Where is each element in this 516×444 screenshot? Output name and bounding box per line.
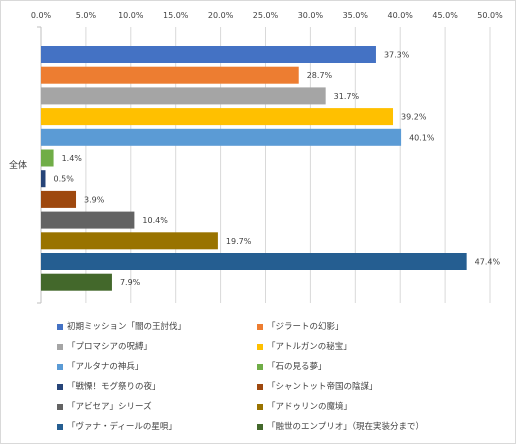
legend-label: 「アトルガンの秘宝」 (267, 342, 352, 352)
bar (41, 273, 112, 291)
legend-swatch (257, 384, 263, 390)
legend-item: 「アビセア」シリーズ (57, 399, 257, 415)
legend-swatch (57, 364, 63, 370)
legend-swatch (57, 324, 63, 330)
x-tick-label: 20.0% (208, 11, 234, 20)
data-label: 1.4% (62, 154, 83, 163)
data-label: 10.4% (142, 216, 168, 225)
legend-item: 「戦慄！モグ祭りの夜」 (57, 379, 257, 395)
x-tick-label: 35.0% (343, 11, 369, 20)
legend-label: 「プロマシアの呪縛」 (67, 342, 153, 352)
bar (41, 149, 54, 167)
bar (41, 170, 46, 188)
x-tick-label: 0.0% (31, 11, 52, 20)
legend-swatch (57, 344, 63, 350)
legend-swatch (257, 364, 263, 370)
x-tick-label: 10.0% (118, 11, 144, 20)
bar (41, 211, 135, 229)
legend-item: 「ヴァナ・ディールの星唄」 (57, 419, 257, 435)
data-label: 28.7% (307, 71, 333, 80)
legend-swatch (57, 404, 63, 410)
legend-item: 初期ミッション「闇の王討伐」 (57, 319, 257, 335)
bar (41, 253, 467, 270)
data-label: 19.7% (226, 237, 252, 246)
category-label: 全体 (9, 159, 27, 171)
legend-label: 「アルタナの神兵」 (67, 362, 144, 372)
legend-label: 「ジラートの幻影」 (267, 322, 344, 332)
bar (41, 46, 376, 63)
legend-label: 「石の見る夢」 (267, 362, 327, 372)
legend-swatch (57, 384, 63, 390)
bar (41, 87, 326, 105)
legend-label: 初期ミッション「闇の王討伐」 (67, 322, 187, 332)
legend: 初期ミッション「闇の王討伐」 「ジラートの幻影」「プロマシアの呪縛」 「アトルガンの… (57, 319, 507, 435)
data-label: 31.7% (334, 92, 360, 101)
bar (41, 108, 394, 126)
x-tick-label: 30.0% (298, 11, 324, 20)
legend-item: 「ジラートの幻影」 (257, 319, 507, 335)
data-label: 39.2% (401, 113, 427, 122)
legend-swatch (257, 324, 263, 330)
legend-swatch (257, 344, 263, 350)
x-tick-label: 15.0% (163, 11, 189, 20)
legend-item: 「石の見る夢」 (257, 359, 507, 375)
legend-item: 「アトルガンの秘宝」 (257, 339, 507, 355)
legend-item: 「シャントット帝国の陰謀」 (257, 379, 507, 395)
bar (41, 128, 402, 146)
legend-item: 「アルタナの神兵」 (57, 359, 257, 375)
legend-swatch (57, 424, 63, 430)
legend-item: 「プロマシアの呪縛」 (57, 339, 257, 355)
data-label: 47.4% (475, 258, 501, 267)
legend-swatch (257, 404, 263, 410)
data-label: 40.1% (409, 133, 435, 142)
legend-item: 「融世のエンプリオ」（現在実装分まで） (257, 419, 507, 435)
legend-label: 「ヴァナ・ディールの星唄」 (67, 422, 177, 432)
bar (41, 190, 77, 208)
x-tick-label: 40.0% (387, 11, 413, 20)
x-tick-label: 25.0% (253, 11, 279, 20)
data-label: 0.5% (53, 175, 74, 184)
legend-label: 「シャントット帝国の陰謀」 (267, 382, 378, 392)
data-label: 3.9% (84, 195, 105, 204)
legend-swatch (257, 424, 263, 430)
legend-label: 「融世のエンプリオ」（現在実装分まで） (267, 422, 424, 432)
bar (41, 232, 218, 250)
x-tick-label: 45.0% (432, 11, 458, 20)
x-tick-label: 50.0% (477, 11, 503, 20)
bar (41, 66, 299, 84)
legend-label: 「アビセア」シリーズ (67, 402, 152, 412)
data-label: 37.3% (384, 51, 410, 60)
legend-label: 「アドゥリンの魔境」 (267, 402, 353, 412)
legend-label: 「戦慄！モグ祭りの夜」 (67, 382, 161, 392)
x-tick-label: 5.0% (76, 11, 97, 20)
data-label: 7.9% (120, 278, 141, 287)
legend-item: 「アドゥリンの魔境」 (257, 399, 507, 415)
